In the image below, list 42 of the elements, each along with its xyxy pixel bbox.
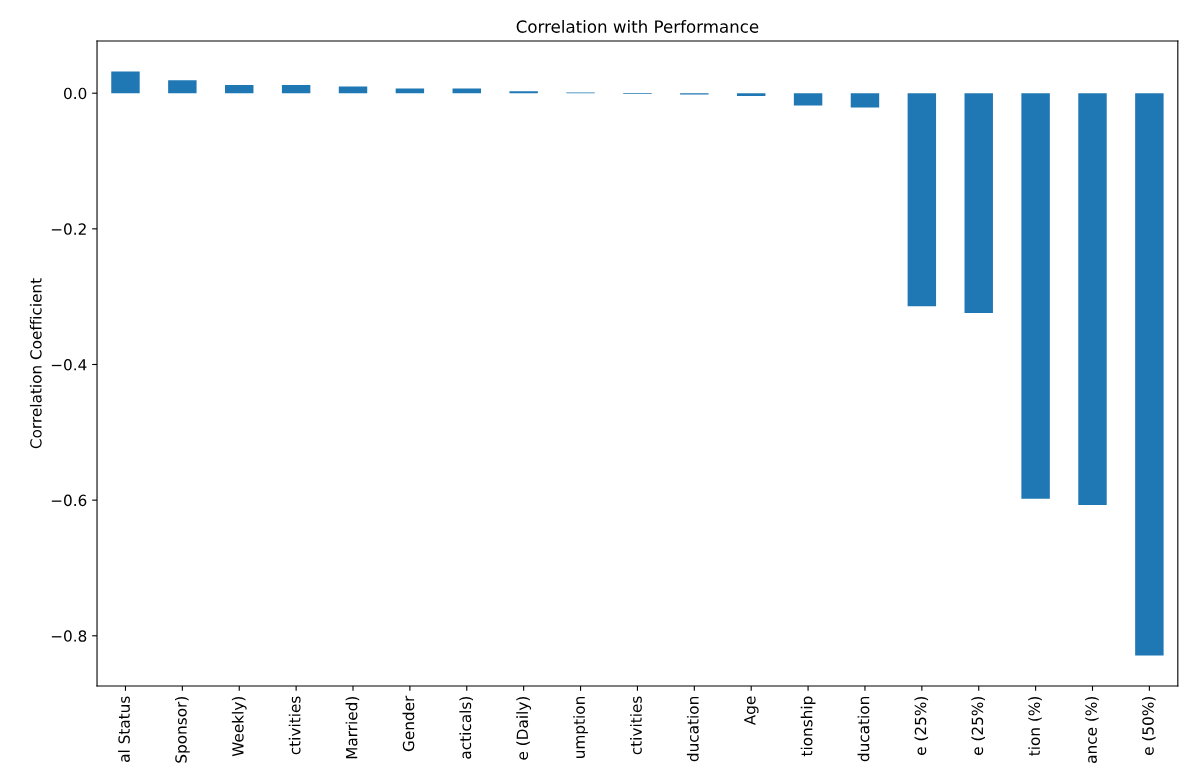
x-tick-label: Weekly) <box>231 697 247 757</box>
x-tick-label: acticals) <box>459 697 474 759</box>
bar <box>509 91 538 94</box>
bar <box>1078 93 1107 505</box>
y-tick-label: −0.4 <box>51 358 87 371</box>
x-tick-label: tion (%) <box>1028 697 1042 756</box>
x-tick-label: ctivities <box>630 696 642 755</box>
y-tick-label: −0.8 <box>51 630 87 642</box>
x-tick-label: ducation <box>686 696 699 762</box>
bar <box>793 93 823 106</box>
bar <box>225 85 254 94</box>
x-tick-label: al Status <box>118 696 130 762</box>
x-tick-label: Married) <box>345 697 360 759</box>
x-tick-label: tionship <box>800 696 816 757</box>
bar <box>338 86 368 94</box>
x-tick-label: ance (%) <box>1085 697 1099 763</box>
y-tick-label: −0.2 <box>51 223 86 235</box>
bar <box>452 88 481 94</box>
bar <box>1021 93 1050 499</box>
x-tick-label: e (Daily) <box>516 697 532 760</box>
bar <box>281 85 311 94</box>
x-tick-label: ctivities <box>288 696 301 755</box>
bar <box>907 93 937 307</box>
x-tick-label: e (25%) <box>971 697 985 755</box>
x-tick-label: e (50%) <box>1142 697 1156 755</box>
bar <box>736 93 766 96</box>
bar <box>395 88 425 94</box>
bar <box>850 93 880 108</box>
chart-title: Correlation with Performance <box>516 19 759 33</box>
y-tick-label: −0.6 <box>51 494 87 507</box>
bar <box>1135 93 1164 656</box>
x-tick-label: umption <box>573 696 588 758</box>
bar <box>111 71 140 94</box>
x-tick-label: Gender <box>402 695 415 752</box>
y-axis-title: Correlation Coefficient <box>29 278 42 449</box>
x-tick-label: ducation <box>857 696 870 762</box>
x-tick-label: Sponsor) <box>174 697 190 763</box>
x-tick-label: Age <box>744 696 759 726</box>
x-tick-label: e (25%) <box>914 697 929 755</box>
y-tick-label: 0.0 <box>64 87 87 100</box>
bar <box>168 80 197 94</box>
bar <box>964 93 993 313</box>
